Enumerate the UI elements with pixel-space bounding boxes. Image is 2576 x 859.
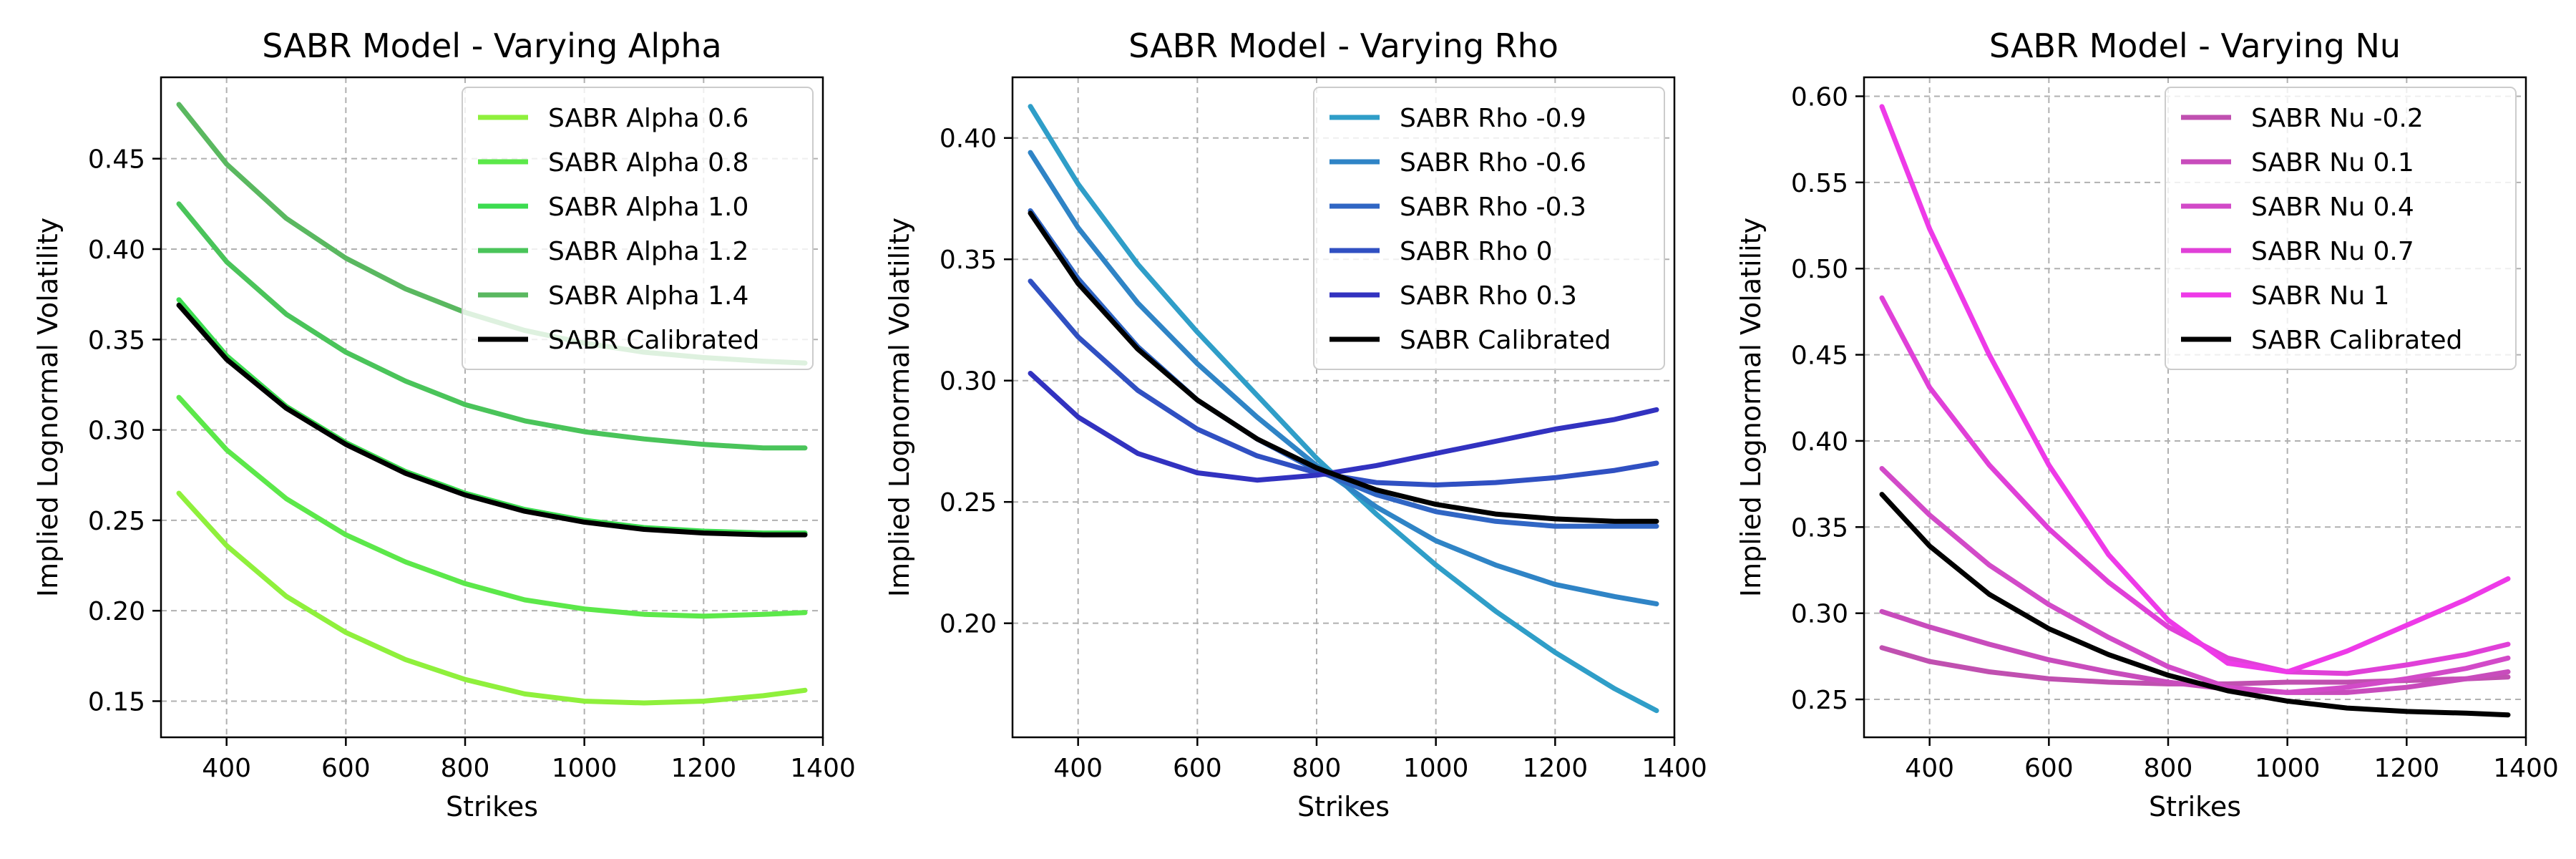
x-tick-label: 800	[1292, 754, 1342, 783]
x-tick-label: 1000	[552, 754, 618, 783]
y-tick-label: 0.35	[1791, 513, 1848, 543]
legend-label: SABR Rho 0	[1400, 237, 1553, 266]
y-tick-label: 0.35	[88, 326, 145, 355]
x-tick-label: 1200	[671, 754, 737, 783]
legend: SABR Alpha 0.6 SABR Alpha 0.8 SABR Alpha 1…	[462, 87, 814, 370]
series-line	[1028, 210, 1659, 524]
y-tick-label: 0.40	[940, 125, 997, 154]
series-line	[1879, 608, 2511, 695]
y-tick-label: 0.25	[88, 507, 145, 536]
y-tick-label: 0.20	[940, 610, 997, 639]
x-tick-label: 400	[1905, 754, 1954, 783]
series-line	[176, 394, 808, 619]
legend-label: SABR Alpha 0.8	[548, 148, 748, 178]
series-line	[1879, 492, 2511, 718]
x-tick-label: 400	[202, 754, 251, 783]
legend: SABR Rho -0.9 SABR Rho -0.6 SABR Rho -0.3 S…	[1313, 87, 1665, 370]
legend-label: SABR Alpha 0.6	[548, 104, 748, 133]
series-line	[176, 302, 808, 538]
x-tick-label: 1400	[2493, 754, 2559, 783]
x-tick-label: 800	[441, 754, 490, 783]
legend-box	[2165, 87, 2517, 370]
series-line	[1028, 150, 1659, 607]
legend-label: SABR Alpha 1.2	[548, 237, 748, 266]
series-line	[1879, 104, 2511, 674]
legend-label: SABR Calibrated	[2251, 326, 2462, 355]
series-line	[1879, 466, 2511, 695]
x-tick-label: 400	[1053, 754, 1103, 783]
legend: SABR Nu -0.2 SABR Nu 0.1 SABR Nu 0.4 SABR N…	[2165, 87, 2517, 370]
legend-box	[1313, 87, 1665, 370]
series-line	[176, 490, 808, 706]
legend-label: SABR Rho -0.3	[1400, 193, 1586, 222]
x-axis-label: Strikes	[446, 791, 538, 822]
y-tick-label: 0.40	[88, 236, 145, 265]
x-axis-label: Strikes	[1297, 791, 1390, 822]
x-tick-label: 600	[321, 754, 371, 783]
y-tick-label: 0.40	[1791, 427, 1848, 457]
y-tick-label: 0.30	[1791, 600, 1848, 629]
x-tick-label: 1000	[2255, 754, 2321, 783]
legend-label: SABR Calibrated	[1400, 326, 1611, 355]
legend-label: SABR Calibrated	[548, 326, 759, 355]
x-tick-label: 1400	[790, 754, 856, 783]
chart-title: SABR Model - Varying Nu	[1989, 26, 2401, 65]
y-tick-label: 0.45	[1791, 341, 1848, 371]
y-tick-label: 0.35	[940, 246, 997, 275]
legend-label: SABR Nu -0.2	[2251, 104, 2424, 133]
x-tick-label: 1400	[1641, 754, 1707, 783]
y-tick-label: 0.30	[88, 417, 145, 446]
y-tick-label: 0.50	[1791, 255, 1848, 284]
legend-label: SABR Nu 0.4	[2251, 193, 2414, 222]
y-tick-label: 0.25	[1791, 686, 1848, 715]
legend-label: SABR Nu 0.1	[2251, 148, 2414, 178]
y-tick-label: 0.45	[88, 145, 145, 175]
axes-frame	[1863, 76, 2527, 739]
x-tick-label: 1200	[1523, 754, 1589, 783]
axes-frame	[1011, 76, 1676, 739]
x-tick-label: 600	[2024, 754, 2074, 783]
legend-label: SABR Alpha 1.0	[548, 193, 748, 222]
axes-frame	[160, 76, 824, 739]
y-tick-label: 0.30	[940, 367, 997, 397]
chart-panel: 400 600 800 1000 1200 1400 0.15 0.20 0.25 0.30 0.3…	[32, 26, 856, 822]
legend-label: SABR Nu 1	[2251, 281, 2389, 311]
x-axis-label: Strikes	[2149, 791, 2241, 822]
legend-label: SABR Nu 0.7	[2251, 237, 2414, 266]
legend-label: SABR Rho 0.3	[1400, 281, 1577, 311]
legend-box	[462, 87, 814, 370]
chart-title: SABR Model - Varying Rho	[1128, 26, 1558, 65]
y-tick-label: 0.55	[1791, 169, 1848, 198]
y-axis-label: Implied Lognormal Volatility	[32, 218, 64, 597]
y-tick-label: 0.15	[88, 687, 145, 717]
chart-title: SABR Model - Varying Alpha	[262, 26, 721, 65]
y-tick-label: 0.25	[940, 488, 997, 518]
y-tick-label: 0.60	[1791, 82, 1848, 112]
legend-label: SABR Rho -0.9	[1400, 104, 1586, 133]
series-line	[1028, 371, 1659, 483]
legend-label: SABR Rho -0.6	[1400, 148, 1586, 178]
chart-panel: 400 600 800 1000 1200 1400 0.20 0.25 0.30 0.35 0.4…	[884, 26, 1707, 822]
y-axis-label: Implied Lognormal Volatility	[1735, 218, 1767, 597]
x-tick-label: 600	[1173, 754, 1222, 783]
x-tick-label: 1200	[2374, 754, 2440, 783]
chart-panel: 400 600 800 1000 1200 1400 0.25 0.30 0.35 0.40 0.4…	[1735, 26, 2559, 822]
y-tick-label: 0.20	[88, 597, 145, 626]
series-line	[176, 201, 808, 451]
y-axis-label: Implied Lognormal Volatility	[884, 218, 915, 597]
x-tick-label: 800	[2144, 754, 2193, 783]
legend-label: SABR Alpha 1.4	[548, 281, 748, 311]
x-tick-label: 1000	[1403, 754, 1469, 783]
